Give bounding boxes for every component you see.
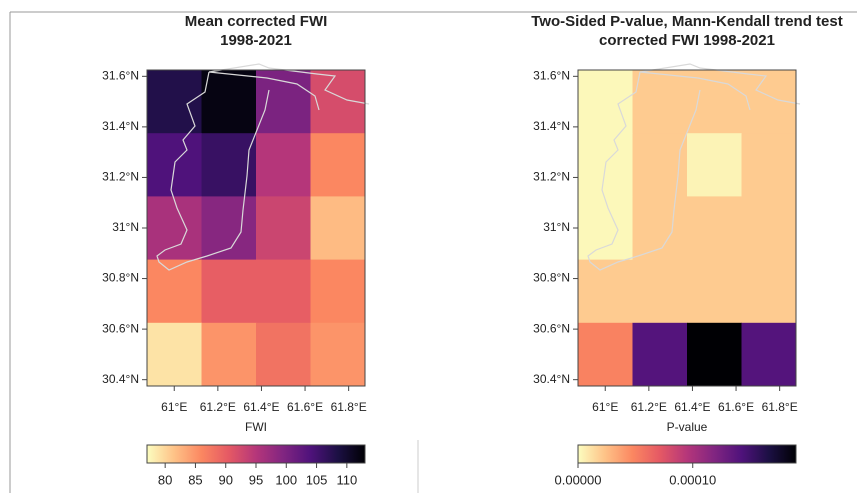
cell	[632, 322, 688, 387]
cell	[687, 259, 742, 324]
x-tick-label: 61.6°E	[287, 400, 323, 414]
y-tick-label: 31°N	[112, 220, 139, 234]
cell	[687, 70, 742, 134]
cell	[201, 196, 257, 261]
y-tick-label: 30.8°N	[533, 271, 570, 285]
colorbar-tick-label: 90	[218, 472, 232, 487]
y-tick-label: 31.4°N	[102, 119, 139, 133]
cell	[256, 259, 311, 324]
axis-label: P-value	[667, 420, 708, 434]
cell	[256, 70, 311, 134]
cell	[147, 322, 202, 387]
cell	[310, 322, 366, 387]
colorbar	[146, 444, 366, 464]
border	[639, 71, 751, 111]
border-outline	[587, 63, 801, 271]
cell	[687, 133, 742, 197]
border	[208, 63, 370, 105]
y-tick-label: 31.4°N	[533, 119, 570, 133]
cell	[741, 133, 797, 197]
cell	[310, 196, 366, 261]
x-tick-label: 61°E	[592, 400, 618, 414]
x-tick-label: 61.8°E	[762, 400, 798, 414]
border	[208, 71, 320, 111]
cell	[687, 322, 742, 387]
cell	[310, 133, 366, 197]
cell	[201, 259, 257, 324]
y-tick-label: 30.8°N	[102, 271, 139, 285]
colorbar-tick-label: 80	[158, 472, 172, 487]
x-tick-label: 61.2°E	[631, 400, 667, 414]
colorbar	[577, 444, 797, 464]
colorbar-tick-label: 0.00000	[555, 472, 602, 487]
colorbar-tick-label: 95	[249, 472, 263, 487]
cell	[578, 196, 633, 261]
cell	[256, 322, 311, 387]
cell	[256, 196, 311, 261]
chart-title: Mean corrected FWI	[185, 13, 328, 30]
colorbar-tick-label: 110	[336, 472, 357, 487]
cell	[578, 70, 633, 134]
border	[639, 63, 801, 105]
y-tick-label: 31.6°N	[102, 68, 139, 82]
cell	[632, 196, 688, 261]
y-tick-label: 31.2°N	[533, 170, 570, 184]
chart-title: Two-Sided P-value, Mann-Kendall trend te…	[531, 13, 842, 30]
cell	[741, 322, 797, 387]
y-tick-label: 30.4°N	[102, 372, 139, 386]
y-tick-label: 31°N	[543, 220, 570, 234]
cell	[632, 70, 688, 134]
cell	[201, 70, 257, 134]
y-tick-label: 30.6°N	[102, 321, 139, 335]
colorbar-tick-label: 0.00010	[669, 472, 716, 487]
cell	[147, 70, 202, 134]
colorbar-tick-label: 100	[275, 472, 297, 487]
cell	[578, 322, 633, 387]
border-outline	[156, 63, 370, 271]
cell	[147, 259, 202, 324]
chart-title: corrected FWI 1998-2021	[599, 32, 775, 49]
colorbar-tick-label: 105	[306, 472, 328, 487]
cell	[201, 322, 257, 387]
y-tick-label: 31.2°N	[102, 170, 139, 184]
border	[587, 71, 701, 271]
colorbar-tick-label: 85	[188, 472, 202, 487]
border	[156, 71, 270, 271]
axis-label: FWI	[245, 420, 267, 434]
y-tick-label: 31.6°N	[533, 68, 570, 82]
cell	[147, 196, 202, 261]
x-tick-label: 61.6°E	[718, 400, 754, 414]
x-tick-label: 61.4°E	[243, 400, 279, 414]
cell	[256, 133, 311, 197]
x-tick-label: 61°E	[161, 400, 187, 414]
y-tick-label: 30.4°N	[533, 372, 570, 386]
x-tick-label: 61.4°E	[674, 400, 710, 414]
x-tick-label: 61.2°E	[200, 400, 236, 414]
cell	[310, 259, 366, 324]
chart-title: 1998-2021	[220, 32, 292, 49]
cell	[687, 196, 742, 261]
cell	[578, 259, 633, 324]
cell	[741, 259, 797, 324]
x-tick-label: 61.8°E	[331, 400, 367, 414]
cell	[632, 259, 688, 324]
y-tick-label: 30.6°N	[533, 321, 570, 335]
cell	[741, 196, 797, 261]
